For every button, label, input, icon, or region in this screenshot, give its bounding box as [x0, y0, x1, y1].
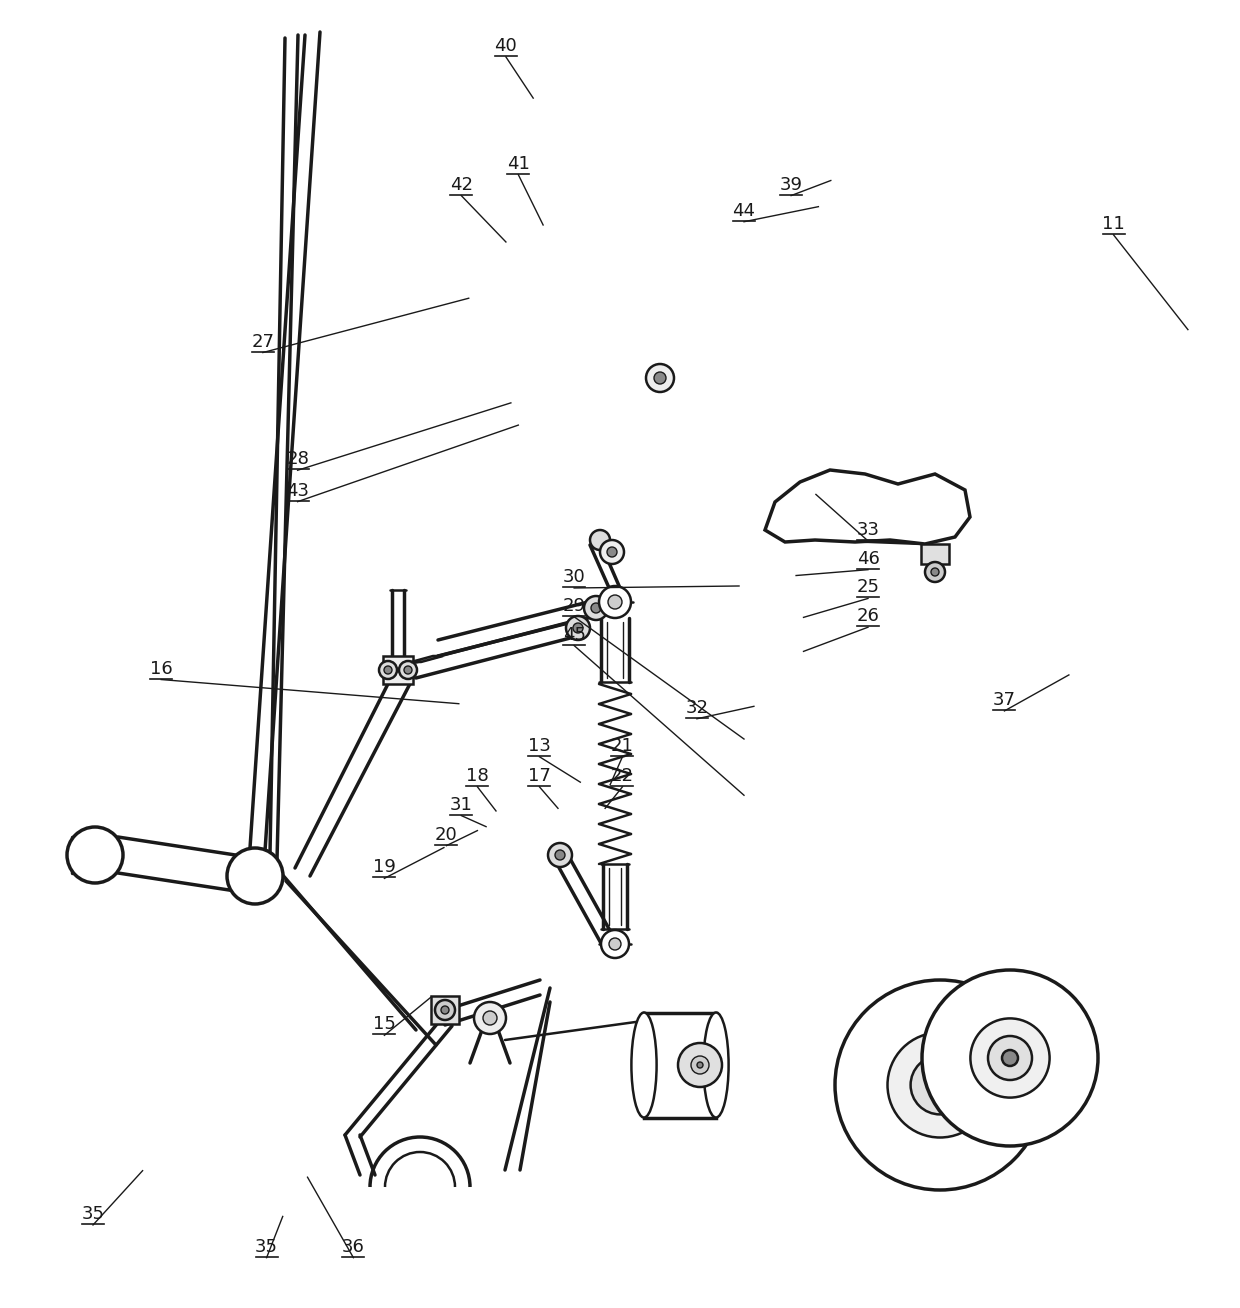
Circle shape — [548, 842, 572, 867]
Bar — [921, 544, 949, 564]
Ellipse shape — [703, 1012, 729, 1117]
Circle shape — [609, 938, 621, 950]
Circle shape — [601, 930, 629, 957]
Circle shape — [608, 547, 618, 557]
Text: 42: 42 — [450, 175, 472, 194]
Circle shape — [399, 661, 417, 679]
Circle shape — [600, 540, 624, 564]
Text: 27: 27 — [252, 332, 274, 351]
Text: 44: 44 — [733, 201, 755, 220]
Circle shape — [988, 1036, 1032, 1080]
Circle shape — [925, 562, 945, 582]
Text: 35: 35 — [82, 1205, 104, 1223]
Text: 36: 36 — [342, 1237, 365, 1256]
Circle shape — [931, 568, 939, 576]
Circle shape — [599, 586, 631, 617]
Circle shape — [923, 971, 1097, 1146]
Text: 41: 41 — [507, 154, 529, 173]
Text: 21: 21 — [611, 736, 634, 755]
Text: 35: 35 — [255, 1237, 278, 1256]
Text: 13: 13 — [528, 736, 551, 755]
Ellipse shape — [631, 1012, 657, 1117]
Circle shape — [474, 1002, 506, 1035]
Circle shape — [888, 1032, 992, 1138]
Circle shape — [835, 980, 1045, 1190]
Text: 19: 19 — [373, 858, 396, 876]
Circle shape — [435, 1001, 455, 1020]
Circle shape — [379, 661, 397, 679]
Bar — [644, 1012, 715, 1117]
Text: 40: 40 — [495, 37, 517, 55]
Circle shape — [573, 623, 583, 633]
Circle shape — [691, 1056, 709, 1074]
Text: 16: 16 — [150, 659, 172, 678]
Circle shape — [646, 364, 675, 392]
Polygon shape — [410, 657, 443, 662]
Text: 11: 11 — [1102, 215, 1125, 233]
Text: 37: 37 — [993, 691, 1016, 709]
Circle shape — [384, 666, 392, 674]
Text: 15: 15 — [373, 1015, 396, 1033]
Circle shape — [584, 596, 608, 620]
Text: 29: 29 — [563, 596, 585, 615]
Text: 43: 43 — [286, 481, 309, 500]
Circle shape — [697, 1062, 703, 1069]
Circle shape — [608, 595, 622, 610]
Text: 20: 20 — [435, 825, 458, 844]
Circle shape — [591, 603, 601, 613]
Text: 25: 25 — [857, 578, 879, 596]
Text: 22: 22 — [611, 766, 634, 785]
Circle shape — [565, 616, 590, 640]
Text: 33: 33 — [857, 521, 879, 539]
Text: 18: 18 — [466, 766, 489, 785]
Text: 17: 17 — [528, 766, 551, 785]
Circle shape — [971, 1019, 1049, 1097]
Polygon shape — [765, 470, 970, 544]
Text: 39: 39 — [780, 175, 802, 194]
Circle shape — [590, 530, 610, 549]
Circle shape — [678, 1042, 722, 1087]
Text: 31: 31 — [450, 795, 472, 814]
Circle shape — [484, 1011, 497, 1025]
Circle shape — [441, 1006, 449, 1014]
Circle shape — [653, 371, 666, 385]
Circle shape — [910, 1056, 970, 1114]
Text: 32: 32 — [686, 698, 708, 717]
Circle shape — [227, 848, 283, 904]
Text: 28: 28 — [286, 450, 309, 468]
Circle shape — [930, 1074, 951, 1096]
Circle shape — [67, 827, 123, 883]
Text: 30: 30 — [563, 568, 585, 586]
Circle shape — [556, 850, 565, 859]
Bar — [432, 995, 459, 1024]
Text: 26: 26 — [857, 607, 879, 625]
Text: 45: 45 — [563, 625, 585, 644]
Text: 46: 46 — [857, 549, 879, 568]
Circle shape — [1002, 1050, 1018, 1066]
Circle shape — [404, 666, 412, 674]
Bar — [383, 657, 413, 684]
